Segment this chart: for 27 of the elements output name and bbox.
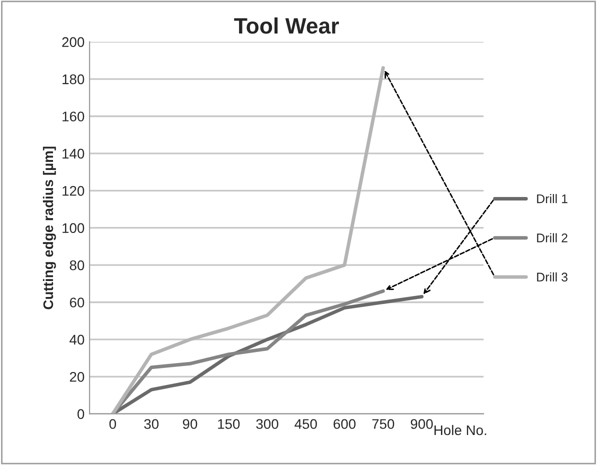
x-tick-label: 150: [218, 419, 240, 429]
x-tick-label: 750: [372, 419, 394, 429]
legend-label: Drill 2: [537, 233, 568, 242]
y-tick-label: 40: [70, 334, 84, 345]
x-tick-label: 900: [410, 419, 433, 429]
y-tick-label: 140: [62, 148, 84, 159]
y-tick-label: 80: [70, 260, 84, 270]
x-tick-label: 300: [256, 419, 278, 429]
y-tick-label: 60: [70, 298, 84, 308]
y-tick-label: 100: [62, 223, 84, 234]
y-tick-label: 120: [62, 186, 84, 196]
x-tick-label: 30: [144, 419, 159, 429]
x-tick-label: 90: [182, 419, 198, 429]
line-series: [110, 66, 385, 414]
legend-label: Drill 3: [537, 272, 568, 282]
y-tick-label: 160: [62, 112, 84, 122]
y-axis-title: Cutting edge radius [µm]: [42, 146, 56, 310]
x-tick-label: 450: [294, 419, 317, 429]
x-tick-label: 600: [334, 419, 356, 429]
x-axis-title: Hole No.: [434, 424, 486, 436]
x-tick-label: 0: [109, 419, 116, 429]
chart-title: Tool Wear: [234, 17, 339, 34]
y-tick-label: 200: [62, 37, 84, 48]
legend-label: Drill 1: [537, 194, 568, 204]
y-tick-label: 180: [62, 74, 84, 84]
y-tick-label: 20: [70, 372, 84, 382]
y-tick-label: 0: [78, 409, 84, 420]
